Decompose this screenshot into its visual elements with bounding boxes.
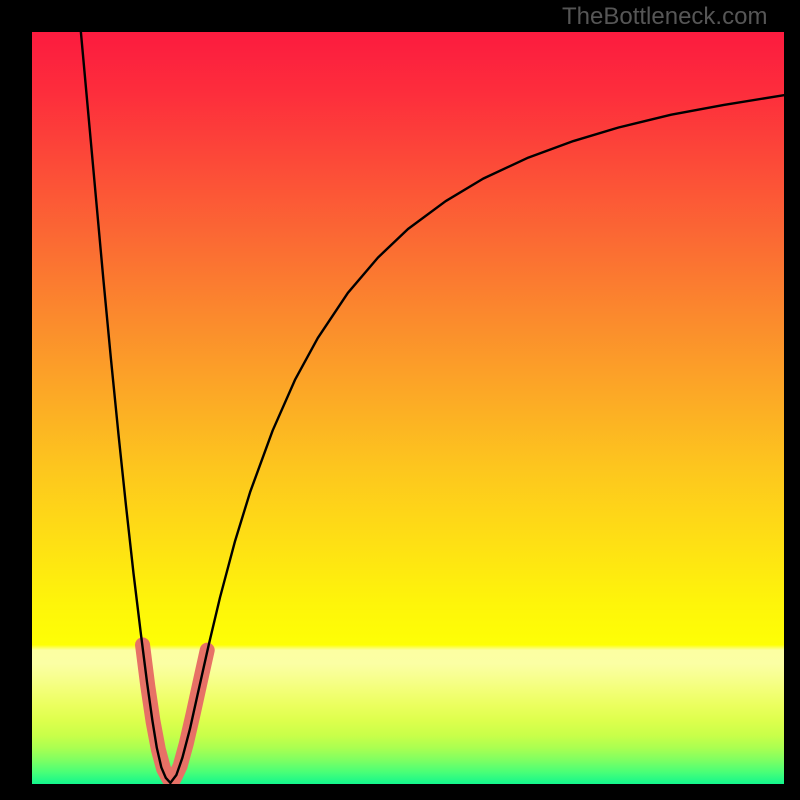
- watermark-text: TheBottleneck.com: [562, 3, 767, 31]
- chart-plot-area: [32, 32, 784, 784]
- chart-svg: [32, 32, 784, 784]
